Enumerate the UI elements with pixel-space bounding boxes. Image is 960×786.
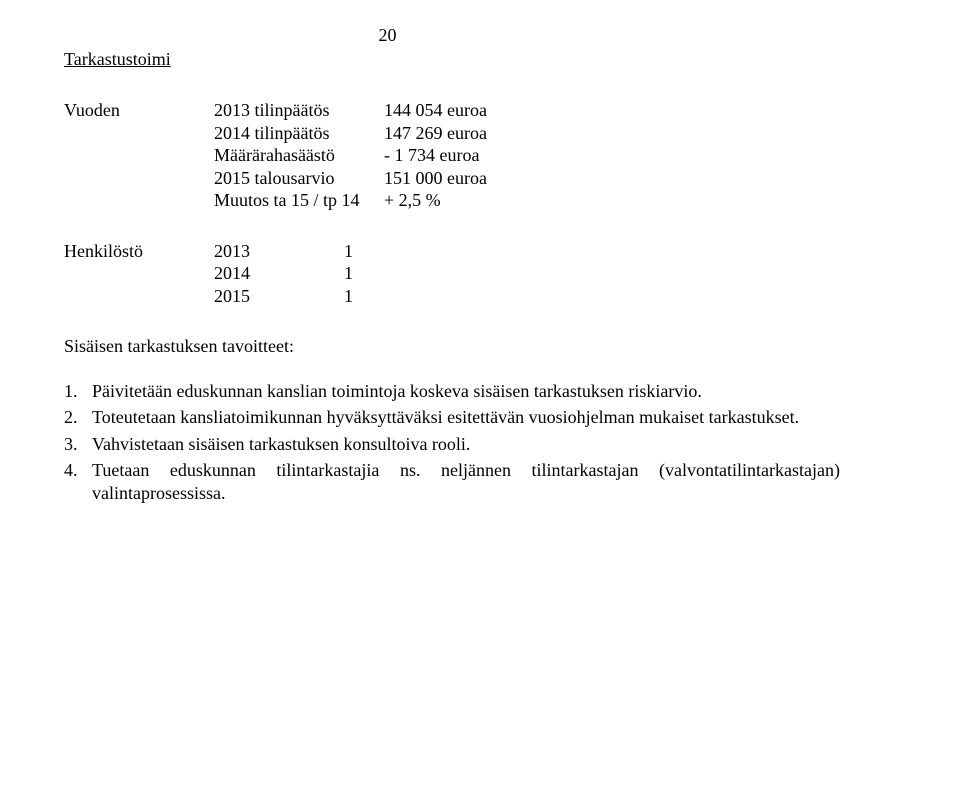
goal-text: Vahvistetaan sisäisen tarkastuksen konsu… bbox=[92, 433, 840, 456]
goals-heading: Sisäisen tarkastuksen tavoitteet: bbox=[64, 335, 840, 358]
staff-count: 1 bbox=[344, 240, 384, 263]
staff-label: Henkilöstö bbox=[64, 240, 214, 263]
goal-number: 3. bbox=[64, 433, 92, 456]
goals-list: 1. Päivitetään eduskunnan kanslian toimi… bbox=[64, 380, 840, 505]
staff-block: Henkilöstö 2013 1 2014 1 2015 1 bbox=[64, 240, 840, 308]
finance-label: 2013 tilinpäätös bbox=[214, 99, 384, 122]
staff-row: 2015 1 bbox=[64, 285, 840, 308]
staff-row: 2014 1 bbox=[64, 262, 840, 285]
staff-count: 1 bbox=[344, 285, 384, 308]
finance-label: 2014 tilinpäätös bbox=[214, 122, 384, 145]
finance-value: 147 269 euroa bbox=[384, 122, 624, 145]
goal-item: 3. Vahvistetaan sisäisen tarkastuksen ko… bbox=[64, 433, 840, 456]
finance-row: Määrärahasäästö - 1 734 euroa bbox=[64, 144, 840, 167]
finance-row: 2013 tilinpäätös 144 054 euroa bbox=[64, 99, 840, 122]
finance-row: 2015 talousarvio 151 000 euroa bbox=[64, 167, 840, 190]
finance-value: - 1 734 euroa bbox=[384, 144, 624, 167]
finance-row: Muutos ta 15 / tp 14 + 2,5 % bbox=[64, 189, 840, 212]
staff-year: 2014 bbox=[214, 262, 344, 285]
finance-value: + 2,5 % bbox=[384, 189, 624, 212]
goal-number: 2. bbox=[64, 406, 92, 429]
finance-row: 2014 tilinpäätös 147 269 euroa bbox=[64, 122, 840, 145]
finance-label: Muutos ta 15 / tp 14 bbox=[214, 189, 384, 212]
finance-label: 2015 talousarvio bbox=[214, 167, 384, 190]
page-number: 20 bbox=[0, 24, 775, 47]
finance-value: 144 054 euroa bbox=[384, 99, 624, 122]
staff-year: 2013 bbox=[214, 240, 344, 263]
goal-text: Päivitetään eduskunnan kanslian toiminto… bbox=[92, 380, 840, 403]
finance-label: Määrärahasäästö bbox=[214, 144, 384, 167]
goal-item: 1. Päivitetään eduskunnan kanslian toimi… bbox=[64, 380, 840, 403]
document-page: 20 Tarkastustoimi Vuoden 2013 tilinpäätö… bbox=[0, 0, 960, 786]
goal-number: 4. bbox=[64, 459, 92, 504]
staff-year: 2015 bbox=[214, 285, 344, 308]
goal-item: 4. Tuetaan eduskunnan tilintarkastajia n… bbox=[64, 459, 840, 504]
goal-item: 2. Toteutetaan kansliatoimikunnan hyväks… bbox=[64, 406, 840, 429]
section-title: Tarkastustoimi bbox=[64, 48, 840, 71]
goal-text: Toteutetaan kansliatoimikunnan hyväksytt… bbox=[92, 406, 840, 429]
goal-text: Tuetaan eduskunnan tilintarkastajia ns. … bbox=[92, 459, 840, 504]
goal-number: 1. bbox=[64, 380, 92, 403]
staff-count: 1 bbox=[344, 262, 384, 285]
staff-row: Henkilöstö 2013 1 bbox=[64, 240, 840, 263]
finance-value: 151 000 euroa bbox=[384, 167, 624, 190]
finance-block: Vuoden 2013 tilinpäätös 144 054 euroa 20… bbox=[64, 99, 840, 212]
